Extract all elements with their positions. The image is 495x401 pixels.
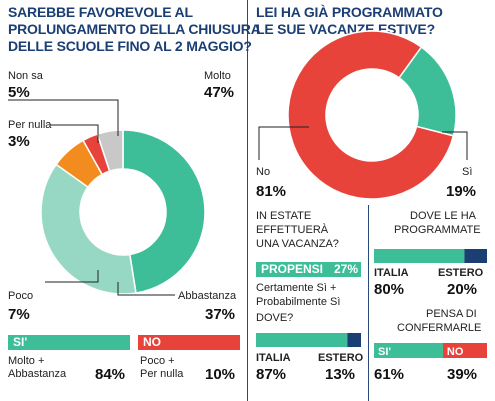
prog-italia-label: ITALIA bbox=[374, 267, 409, 279]
q2-line-2: PROGRAMMATE bbox=[394, 224, 481, 236]
q3-line-1: PENSA DI bbox=[426, 308, 477, 320]
dove-label: DOVE? bbox=[256, 312, 294, 324]
q1-line-1: IN ESTATE bbox=[256, 210, 312, 222]
propensi-bar: PROPENSI 27% bbox=[256, 262, 361, 277]
si-desc-1: Molto + bbox=[8, 355, 45, 367]
q1-line-3: UNA VACANZA? bbox=[256, 238, 339, 250]
prog-estero-value: 20% bbox=[447, 281, 478, 298]
q2-line-1: DOVE LE HA bbox=[410, 210, 477, 222]
no-bar: NO bbox=[138, 335, 240, 350]
value-molto: 47% bbox=[204, 84, 235, 101]
value-si: 19% bbox=[446, 183, 477, 200]
left-title-line-1: SAREBBE FAVOREVOLE AL bbox=[8, 4, 193, 20]
left-title-line-2: PROLUNGAMENTO DELLA CHIUSURA bbox=[8, 21, 261, 37]
left-title-line-3: DELLE SCUOLE FINO AL 2 MAGGIO? bbox=[8, 38, 252, 54]
si-desc-2: Abbastanza bbox=[8, 368, 67, 380]
dove-estero-value: 13% bbox=[325, 366, 356, 383]
propensi-label: PROPENSI bbox=[261, 262, 324, 276]
propensi-value: 27% bbox=[333, 262, 358, 276]
confBar-segment-0 bbox=[374, 343, 443, 358]
si-value: 84% bbox=[95, 366, 126, 383]
leader-per-nulla bbox=[50, 124, 99, 143]
value-poco: 7% bbox=[8, 306, 30, 323]
confBar-segment-1 bbox=[442, 343, 487, 358]
conf-no-value: 39% bbox=[447, 366, 478, 383]
left-donut-chart bbox=[8, 99, 206, 296]
leader-abbastanza bbox=[117, 282, 175, 296]
label-poco: Poco bbox=[8, 290, 34, 302]
dove-estero-label: ESTERO bbox=[318, 352, 364, 364]
dove-bar bbox=[256, 333, 361, 347]
prog-estero-label: ESTERO bbox=[438, 267, 484, 279]
label-molto: Molto bbox=[204, 70, 231, 82]
slice-abbastanza bbox=[40, 163, 137, 295]
no-value: 10% bbox=[205, 366, 236, 383]
value-non-sa: 5% bbox=[8, 84, 30, 101]
no-desc-1: Poco + bbox=[140, 355, 175, 367]
confBar-label-0: SI' bbox=[378, 346, 391, 358]
q1-line-2: EFFETTUERÀ bbox=[256, 224, 329, 236]
sub-column-divider bbox=[368, 205, 369, 401]
label-no: No bbox=[256, 166, 271, 178]
label-per-nulla: Per nulla bbox=[8, 119, 52, 131]
programmate-bar bbox=[374, 249, 487, 263]
conf-si-value: 61% bbox=[374, 366, 405, 383]
value-abbastanza: 37% bbox=[205, 306, 236, 323]
certamente-line-1: Certamente Sì + bbox=[256, 282, 337, 294]
slice-non-sa bbox=[96, 129, 124, 173]
q3-line-2: CONFERMARLE bbox=[397, 322, 482, 334]
confBar-label-1: NO bbox=[447, 346, 464, 358]
value-no: 81% bbox=[256, 183, 287, 200]
leader-si bbox=[442, 131, 468, 160]
leader-non-sa bbox=[8, 99, 119, 136]
label-abbastanza: Abbastanza bbox=[178, 290, 237, 302]
value-per-nulla: 3% bbox=[8, 133, 30, 150]
column-divider bbox=[247, 0, 248, 401]
certamente-line-2: Probabilmente Sì bbox=[256, 296, 341, 308]
label-si: Sì bbox=[462, 166, 473, 178]
slice-no bbox=[287, 30, 455, 200]
progBar-segment-0 bbox=[374, 249, 465, 263]
prog-italia-value: 80% bbox=[374, 281, 405, 298]
dove-italia-value: 87% bbox=[256, 366, 287, 383]
label-non-sa: Non sa bbox=[8, 70, 43, 82]
confermare-bar: SI' NO bbox=[374, 343, 487, 358]
right-donut-chart bbox=[258, 30, 468, 200]
slice-molto bbox=[122, 129, 206, 294]
progBar-segment-1 bbox=[464, 249, 487, 263]
no-desc-2: Per nulla bbox=[140, 368, 184, 380]
leader-no bbox=[258, 126, 309, 160]
dove-italia-label: ITALIA bbox=[256, 352, 291, 364]
doveBar-segment-0 bbox=[256, 333, 348, 347]
right-title-line-1: LEI HA GIÀ PROGRAMMATO bbox=[256, 4, 443, 20]
doveBar-segment-1 bbox=[347, 333, 361, 347]
leader-poco bbox=[45, 270, 99, 283]
si-bar: SI' bbox=[8, 335, 130, 350]
